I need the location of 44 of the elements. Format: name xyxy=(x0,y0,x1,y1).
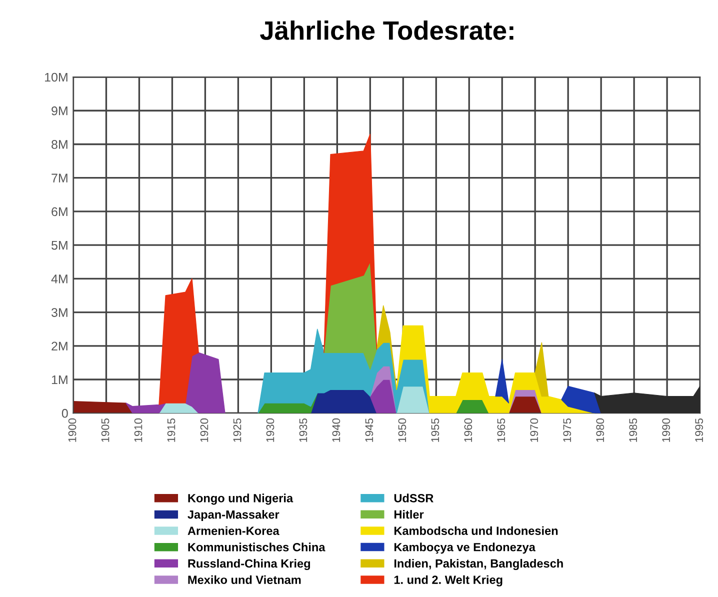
legend-label: Kambodscha und Indonesien xyxy=(394,526,558,535)
y-tick-label: 10M xyxy=(45,72,68,82)
x-tick-label: 1935 xyxy=(299,418,308,442)
y-tick-label: 1M xyxy=(52,375,68,384)
x-tick-label: 1945 xyxy=(365,418,374,442)
legend-label: Indien, Pakistan, Bangladesch xyxy=(394,558,563,570)
x-tick-label: 1925 xyxy=(233,418,242,442)
legend-label: 1. und 2. Welt Krieg xyxy=(394,575,502,586)
legend-label: Hitler xyxy=(394,510,424,519)
x-tick-label: 1915 xyxy=(167,418,176,442)
y-tick-label: 4M xyxy=(51,274,68,284)
x-tick-label: 1990 xyxy=(662,418,670,442)
x-tick-label: 1905 xyxy=(101,418,110,442)
x-tick-label: 1985 xyxy=(629,418,638,442)
y-tick-label: 7M xyxy=(52,174,68,182)
legend-label: Armenien-Korea xyxy=(188,526,280,536)
x-tick-label: 1980 xyxy=(596,418,604,442)
legend-label: Kamboçya ve Endonezya xyxy=(394,542,536,554)
y-tick-label: 8M xyxy=(52,140,68,149)
legend-label: Mexiko und Vietnam xyxy=(188,575,301,584)
chart-title: Jährliche Todesrate: xyxy=(260,20,514,40)
x-tick-label: 1965 xyxy=(497,418,506,442)
legend-label: UdSSR xyxy=(394,494,434,502)
x-tick-label: 1960 xyxy=(464,418,472,442)
y-tick-label: 6M xyxy=(52,207,68,216)
legend-label: Japan-Massaker xyxy=(188,510,280,522)
x-tick-label: 1995 xyxy=(695,418,704,442)
x-tick-label: 1920 xyxy=(200,418,208,442)
x-tick-label: 1940 xyxy=(332,418,340,442)
x-tick-label: 1900 xyxy=(68,418,76,442)
y-tick-label: 3M xyxy=(51,308,68,317)
y-tick-label: 9M xyxy=(52,106,68,116)
y-tick-label: 5M xyxy=(52,241,68,250)
legend-label: Kongo und Nigeria xyxy=(188,494,294,505)
x-tick-label: 1950 xyxy=(398,418,406,442)
x-tick-label: 1955 xyxy=(431,418,440,442)
legend-label: Russland-China Krieg xyxy=(188,559,310,570)
legend-label: Kommunistisches China xyxy=(188,542,326,552)
x-tick-label: 1930 xyxy=(266,418,274,442)
y-tick-label: 0 xyxy=(62,408,68,418)
x-tick-label: 1910 xyxy=(134,418,142,442)
y-tick-label: 2M xyxy=(52,342,68,350)
x-tick-label: 1975 xyxy=(563,418,572,442)
x-tick-label: 1970 xyxy=(530,418,538,442)
